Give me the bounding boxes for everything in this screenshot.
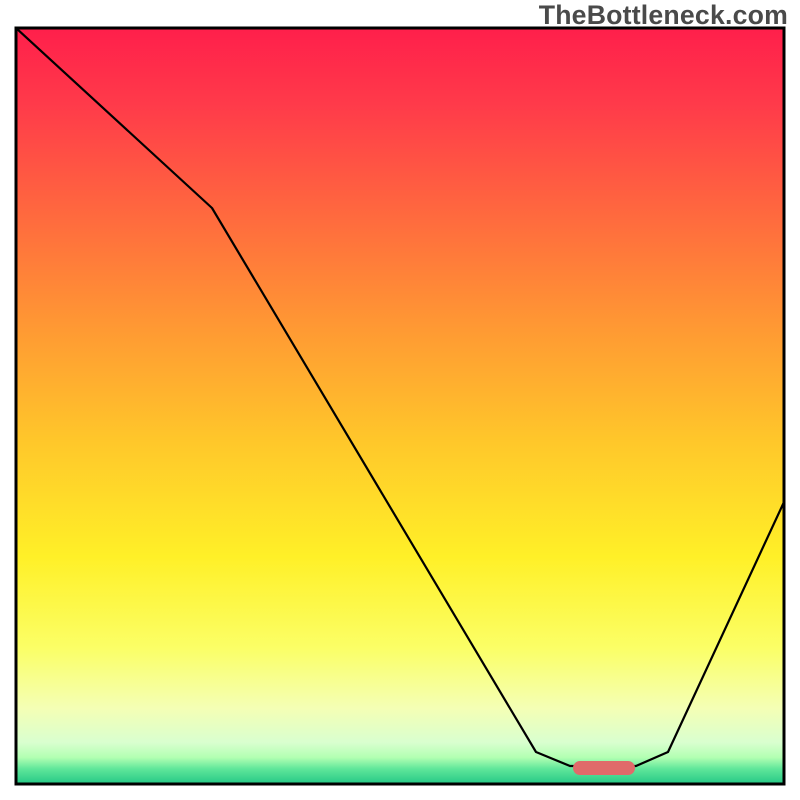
bottleneck-chart [0, 0, 800, 800]
chart-stage: TheBottleneck.com [0, 0, 800, 800]
watermark-text: TheBottleneck.com [539, 0, 788, 31]
gradient-background [16, 28, 784, 784]
optimal-range-marker [573, 761, 635, 775]
plot-area [16, 28, 784, 784]
